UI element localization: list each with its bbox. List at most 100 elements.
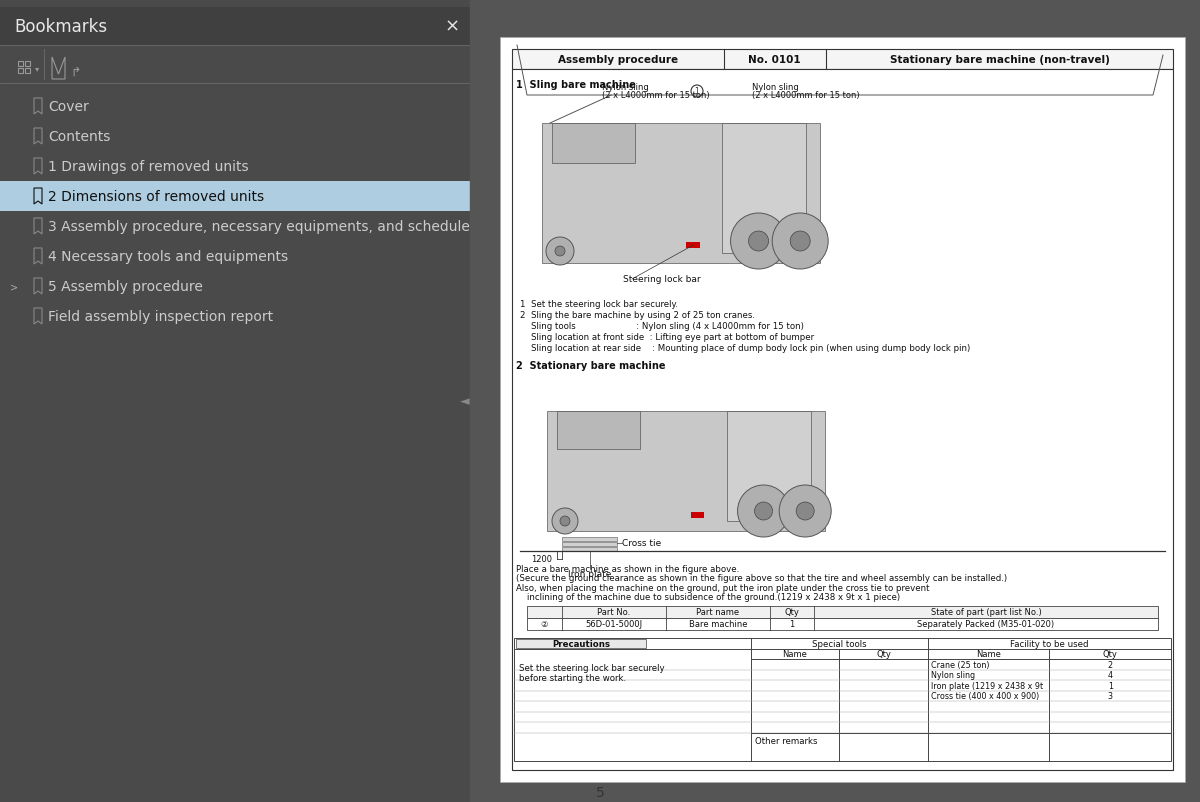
Text: 3: 3 [1108,691,1112,700]
Bar [691,512,704,518]
Text: inclining of the machine due to subsidence of the ground.(1219 x 2438 x 9t x 1 p: inclining of the machine due to subsiden… [516,593,900,602]
Bar [25,69,30,74]
Bar [562,547,617,551]
Text: Place a bare machine as shown in the figure above.: Place a bare machine as shown in the fig… [516,565,739,573]
Text: 1: 1 [1108,681,1112,690]
Text: Bookmarks: Bookmarks [14,18,107,36]
Bar [542,124,820,264]
Bar [514,638,1171,761]
Text: Sling tools                      : Nylon sling (4 x L4000mm for 15 ton): Sling tools : Nylon sling (4 x L4000mm f… [520,322,804,330]
Circle shape [552,508,578,534]
Bar [0,0,470,802]
Text: Nylon sling: Nylon sling [752,83,799,92]
Bar [18,62,23,67]
Text: Separately Packed (M35-01-020): Separately Packed (M35-01-020) [918,620,1055,629]
Text: Qty: Qty [876,650,890,658]
Bar [686,243,701,249]
Circle shape [546,237,574,265]
Circle shape [731,214,786,269]
Text: (2 x L4000mm for 15 ton): (2 x L4000mm for 15 ton) [602,91,709,100]
Bar [527,606,1158,618]
Bar [25,62,30,67]
Bar [512,50,1174,70]
Text: State of part (part list No.): State of part (part list No.) [931,608,1042,617]
Bar [527,618,1158,630]
Text: 2: 2 [1108,660,1112,669]
Text: Assembly procedure: Assembly procedure [558,55,678,65]
Text: 1  Set the steering lock bar securely.: 1 Set the steering lock bar securely. [520,300,678,309]
Bar [18,69,23,74]
Text: Name: Name [782,650,808,658]
Text: 1: 1 [790,620,794,629]
Text: Field assembly inspection report: Field assembly inspection report [48,310,274,323]
Text: Stationary bare machine (non-travel): Stationary bare machine (non-travel) [889,55,1110,65]
Bar [727,411,811,521]
Text: Bare machine: Bare machine [689,620,748,629]
Text: 1 Drawings of removed units: 1 Drawings of removed units [48,160,248,174]
Text: Qty: Qty [785,608,799,617]
Text: Cross tie (400 x 400 x 900): Cross tie (400 x 400 x 900) [931,691,1039,700]
Text: 5: 5 [595,785,605,799]
Text: 56D-01-5000J: 56D-01-5000J [586,620,642,629]
Bar [722,124,805,253]
Text: Qty: Qty [1103,650,1117,658]
Bar [562,537,617,541]
Text: Name: Name [977,650,1001,658]
Text: Part No.: Part No. [598,608,630,617]
Bar [562,542,617,546]
Circle shape [755,502,773,520]
Bar [470,0,1200,802]
Text: Special tools: Special tools [812,639,866,648]
Text: 4 Necessary tools and equipments: 4 Necessary tools and equipments [48,249,288,264]
Text: Nylon sling: Nylon sling [602,83,649,92]
Text: Facility to be used: Facility to be used [1010,639,1088,648]
Bar [0,0,1200,8]
Text: 4: 4 [1108,670,1112,679]
Text: No. 0101: No. 0101 [749,55,802,65]
Text: Precautions: Precautions [552,639,610,648]
Text: Crane (25 ton): Crane (25 ton) [931,660,990,669]
Circle shape [772,214,828,269]
Text: >: > [10,282,18,292]
Bar [500,38,1186,782]
Text: Sling location at rear side    : Mounting place of dump body lock pin (when usin: Sling location at rear side : Mounting p… [520,343,971,353]
Text: 2 Dimensions of removed units: 2 Dimensions of removed units [48,190,264,204]
Text: 1  Sling bare machine: 1 Sling bare machine [516,80,636,90]
Circle shape [790,232,810,252]
Text: Other remarks: Other remarks [755,736,817,746]
Text: 2  Sling the bare machine by using 2 of 25 ton cranes.: 2 Sling the bare machine by using 2 of 2… [520,310,755,320]
Bar [552,124,635,164]
Text: ▾: ▾ [35,64,40,74]
Text: Cover: Cover [48,100,89,114]
Circle shape [560,516,570,526]
Text: Nylon sling: Nylon sling [931,670,976,679]
Circle shape [749,232,768,252]
Text: 1200: 1200 [530,555,552,564]
Text: 2  Stationary bare machine: 2 Stationary bare machine [516,361,666,371]
Text: ↱: ↱ [70,66,80,79]
Bar [547,411,824,532]
Text: Also, when placing the machine on the ground, put the iron plate under the cross: Also, when placing the machine on the gr… [516,583,930,592]
Bar [516,639,646,648]
Bar [0,182,470,212]
Text: Contents: Contents [48,130,110,144]
Text: Cross tie: Cross tie [622,539,661,548]
Text: Iron plate: Iron plate [568,569,611,578]
Bar [0,8,470,46]
Text: Steering lock bar: Steering lock bar [623,275,701,284]
Text: Iron plate (1219 x 2438 x 9t: Iron plate (1219 x 2438 x 9t [931,681,1043,690]
Text: Part name: Part name [696,608,739,617]
Circle shape [554,247,565,257]
Bar [512,70,1174,770]
Circle shape [779,485,832,537]
Circle shape [738,485,790,537]
Text: before starting the work.: before starting the work. [520,673,626,683]
Text: ②: ② [541,620,548,629]
Text: ×: × [444,18,460,36]
Text: 5 Assembly procedure: 5 Assembly procedure [48,280,203,294]
Text: ◄: ◄ [460,395,470,407]
Text: Set the steering lock bar securely: Set the steering lock bar securely [520,663,665,672]
Text: (Secure the ground clearance as shown in the figure above so that the tire and w: (Secure the ground clearance as shown in… [516,573,1007,583]
Text: Sling location at front side  : Lifting eye part at bottom of bumper: Sling location at front side : Lifting e… [520,333,814,342]
Bar [557,411,641,449]
